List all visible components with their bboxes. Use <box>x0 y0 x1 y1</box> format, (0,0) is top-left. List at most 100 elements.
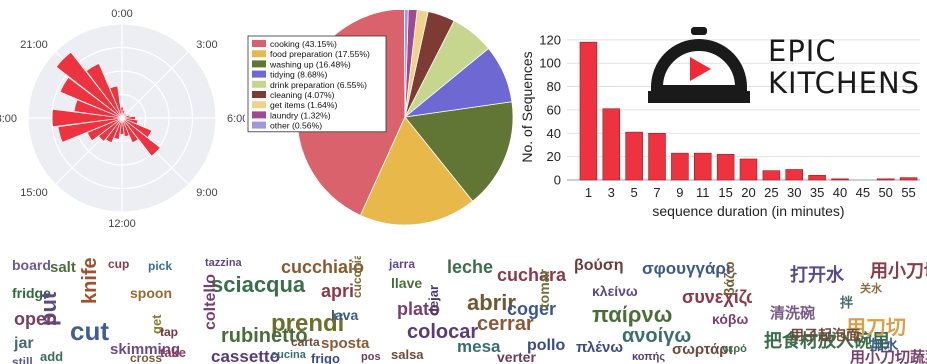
pie-slice-1 <box>359 116 474 226</box>
cloud-word: salt <box>50 259 76 276</box>
cloud-word: 拌 <box>840 295 854 310</box>
polar-chart-panel: 0:00 3:00 6:00 9:00 12:00 15:00 18:00 21:00 <box>0 0 248 235</box>
cloud-word: leche <box>447 257 494 277</box>
cloud-word: συνεχίζω <box>682 287 752 307</box>
cloud-word: abrir <box>467 290 516 315</box>
pie-legend-label-5: cleaning (4.07%) <box>270 90 335 100</box>
cloud-word: frigo <box>311 351 340 364</box>
cloud-word: σφουγγάρι <box>642 259 731 278</box>
bar-xtick-1: 1 <box>585 185 592 200</box>
polar-angle-label: 18:00 <box>0 113 17 125</box>
cloud-word: κλείνω <box>592 283 638 299</box>
cloud-word: σωρτάρι <box>672 341 733 358</box>
cloud-word: plato <box>397 299 440 319</box>
cloud-word: knife <box>79 257 101 304</box>
polar-bar-17 <box>57 117 123 143</box>
cloud-word: βούση <box>574 257 624 274</box>
bar-xtick-30: 30 <box>787 185 801 200</box>
bar-ytick-20: 20 <box>547 149 561 164</box>
cloud-word: ανοίγω <box>622 325 692 347</box>
cloud-word: cucchiaio <box>281 257 365 277</box>
bar-ytick-120: 120 <box>539 32 561 47</box>
cloud-word: παίρνω <box>592 302 673 327</box>
bar-11 <box>694 152 712 181</box>
pie-legend-label-7: laundry (1.32%) <box>270 110 331 120</box>
pie-legend-swatch-6 <box>252 101 266 109</box>
cloud-word: coltello <box>202 273 219 330</box>
pie-legend-swatch-2 <box>252 60 266 68</box>
bar-7 <box>648 132 666 181</box>
cloud-word: pick <box>148 259 173 273</box>
bar-xtick-55: 55 <box>901 185 915 200</box>
cloud-word: 清洗碗 <box>770 305 816 322</box>
polar-angle-label: 0:00 <box>111 8 132 20</box>
cloud-word: still <box>12 355 33 364</box>
polar-spoke-3 <box>121 51 189 119</box>
polar-bar-19 <box>73 99 123 119</box>
polar-bar-21 <box>55 51 123 119</box>
polar-angle-label: 9:00 <box>196 187 217 199</box>
cloud-word: cross <box>130 351 163 364</box>
cloud-word: rubinetto <box>221 325 308 347</box>
cloud-word: colocar <box>407 321 479 343</box>
cloud-word: 用小刀切蔬菜 <box>850 349 927 364</box>
bar-xtick-9: 9 <box>676 185 683 200</box>
cloud-word: 加水 <box>870 337 898 353</box>
cloud-word: cuchara <box>497 265 567 285</box>
polar-chart: 0:00 3:00 6:00 9:00 12:00 15:00 18:00 21:00 <box>0 8 248 230</box>
bar-55 <box>899 177 918 181</box>
bar-ytick-40: 40 <box>547 126 561 141</box>
bar-xtick-35: 35 <box>810 185 824 200</box>
bar-5 <box>625 131 643 181</box>
polar-angle-label: 6:00 <box>227 113 245 125</box>
bar-15 <box>716 154 735 181</box>
cloud-word: spoon <box>130 285 172 301</box>
cloud-word: cucina <box>271 349 306 361</box>
logo-text: EPIC KITCHENS <box>768 35 920 99</box>
cloud-word: cup <box>108 257 130 271</box>
bar-25 <box>762 170 781 181</box>
word-cloud-spanish: jarra leche cuchara abrir coger plato llave cer… <box>387 256 567 364</box>
polar-bar-18 <box>51 109 123 127</box>
bar-xtick-11: 11 <box>696 185 710 200</box>
bar-xtick-15: 15 <box>718 185 732 200</box>
pie-slice-2 <box>404 101 514 202</box>
bar-chart-panel: 0 20 40 60 80 100 120 1 3 5 7 9 11 15 20 25 30 35 40 45 50 55… <box>515 20 927 225</box>
cloud-word: jar <box>14 335 34 352</box>
bar-xtick-25: 25 <box>764 185 778 200</box>
cloud-word: cassetto <box>211 347 280 364</box>
word-cloud-italian: tazzina cucchiaio sciacqua apri prendi lava co… <box>201 256 381 364</box>
pie-legend-label-6: get items (1.64%) <box>270 100 337 110</box>
logo-line-2: KITCHENS <box>768 66 921 100</box>
cloud-word: κόβω <box>712 311 749 327</box>
polar-bar-22 <box>85 63 123 119</box>
bar-ytick-60: 60 <box>547 102 561 117</box>
pie-legend-label-3: tidying (8.68%) <box>270 70 327 80</box>
cloud-word: cerrar <box>477 313 534 335</box>
bar-xtick-40: 40 <box>833 185 847 200</box>
pie-legend-label-0: cooking (43.15%) <box>270 39 337 49</box>
cloud-word: apri <box>321 281 355 301</box>
cloud-word: 打开水 <box>790 265 844 285</box>
cloud-word: tazzina <box>205 257 242 269</box>
bar-50 <box>876 178 895 181</box>
cloud-word: llave <box>391 275 423 291</box>
polar-bar-20 <box>59 77 123 119</box>
pie-legend-box <box>247 35 387 133</box>
pie-legend-label-1: food preparation (17.55%) <box>270 49 370 59</box>
bar-xtick-3: 3 <box>608 185 615 200</box>
cloud-word: πλένω <box>576 339 624 356</box>
bar-35 <box>808 175 826 181</box>
polar-bar-10 <box>121 117 139 144</box>
cloud-word: posi <box>361 351 381 363</box>
bar-y-label: No. of Sequences <box>519 51 535 162</box>
cloud-word: board <box>12 257 51 273</box>
cloud-word: mesa <box>457 337 501 356</box>
polar-bar-8 <box>121 117 153 138</box>
cloud-word: fridge <box>12 285 51 301</box>
cloud-word: salsa <box>391 347 424 362</box>
cloud-word: sciacqua <box>211 272 306 297</box>
cloud-word: cucchiai <box>350 256 364 298</box>
